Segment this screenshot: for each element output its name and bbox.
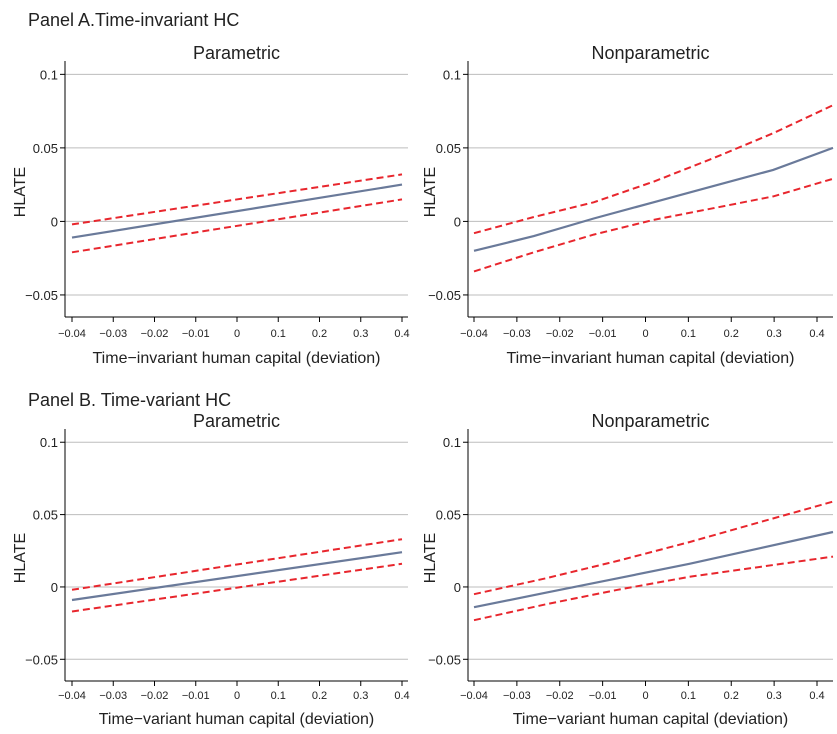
y-tick-label: 0.05 — [436, 141, 461, 156]
estimate-line — [71, 551, 403, 602]
x-tick-label: 0.3 — [766, 690, 781, 702]
x-tick-label: 0.1 — [271, 328, 286, 340]
panel-a-title: Panel A.Time-invariant HC — [28, 10, 240, 30]
x-tick-label: 0 — [642, 690, 648, 702]
y-tick-label: −0.05 — [25, 652, 58, 667]
chart-title: Parametric — [193, 411, 280, 431]
chart-title: Parametric — [193, 43, 280, 63]
x-tick-label: 0.1 — [681, 690, 696, 702]
chart-b-nonparametric: Nonparametric −0.05 0 0.05 0.1 −0.04 −0.03 −0.0… — [422, 411, 834, 728]
confidence-band-upper — [473, 500, 834, 596]
y-tick-label: 0.05 — [33, 141, 58, 156]
x-axis-label: Time−variant human capital (deviation) — [513, 711, 789, 728]
y-tick-label: 0 — [454, 214, 461, 229]
x-tick-label: −0.03 — [503, 690, 531, 702]
y-tick-label: 0.1 — [443, 67, 461, 82]
y-axis-label: HLATE — [12, 167, 29, 217]
x-tick-label: 0.2 — [312, 690, 327, 702]
x-axis-label: Time−invariant human capital (deviation) — [93, 350, 381, 367]
y-tick-label: −0.05 — [428, 652, 461, 667]
confidence-band-lower — [473, 177, 834, 273]
confidence-band-upper — [473, 104, 834, 235]
chart-a-parametric: Parametric −0.05 0 0.05 0.1 −0.04 −0.03 −0.02 −0… — [12, 43, 410, 367]
x-tick-label: 0 — [234, 690, 240, 702]
x-tick-label: −0.04 — [58, 690, 86, 702]
y-axis-label: HLATE — [422, 167, 439, 217]
y-tick-label: 0 — [51, 580, 58, 595]
x-tick-label: 0 — [234, 328, 240, 340]
y-tick-label: 0.1 — [40, 67, 58, 82]
x-tick-label: 0.1 — [681, 328, 696, 340]
y-axis-label: HLATE — [422, 533, 439, 583]
panel-b-title: Panel B. Time-variant HC — [28, 390, 232, 410]
confidence-band-lower — [473, 555, 834, 622]
confidence-band-lower — [71, 562, 403, 613]
x-tick-label: 0.3 — [353, 328, 368, 340]
x-axis-label: Time−variant human capital (deviation) — [99, 711, 375, 728]
x-tick-label: −0.03 — [503, 328, 531, 340]
x-tick-label: −0.01 — [589, 690, 617, 702]
estimate-line — [71, 183, 403, 239]
x-axis-label: Time−invariant human capital (deviation) — [507, 350, 795, 367]
y-tick-label: 0.1 — [40, 435, 58, 450]
x-tick-label: 0.4 — [809, 328, 824, 340]
y-tick-label: 0.05 — [436, 508, 461, 523]
x-tick-label: −0.02 — [141, 328, 169, 340]
estimate-line — [473, 146, 834, 252]
y-tick-label: −0.05 — [428, 288, 461, 303]
y-tick-label: −0.05 — [25, 288, 58, 303]
y-tick-label: 0 — [51, 214, 58, 229]
y-tick-label: 0.1 — [443, 435, 461, 450]
x-tick-label: −0.02 — [546, 328, 574, 340]
x-tick-label: 0.2 — [724, 690, 739, 702]
x-tick-label: −0.01 — [589, 328, 617, 340]
x-tick-label: 0.3 — [766, 328, 781, 340]
estimate-line — [473, 530, 834, 609]
x-tick-label: 0 — [642, 328, 648, 340]
x-tick-label: 0.4 — [394, 690, 409, 702]
chart-a-nonparametric: Nonparametric −0.05 0 0.05 0.1 −0.04 −0.03 −0.0… — [422, 43, 834, 367]
x-tick-label: −0.04 — [58, 328, 86, 340]
x-tick-label: 0.2 — [312, 328, 327, 340]
y-tick-label: 0.05 — [33, 508, 58, 523]
x-tick-label: 0.2 — [724, 328, 739, 340]
x-tick-label: −0.02 — [141, 690, 169, 702]
x-tick-label: −0.04 — [460, 328, 488, 340]
y-tick-label: 0 — [454, 580, 461, 595]
x-tick-label: −0.04 — [460, 690, 488, 702]
y-axis-label: HLATE — [12, 533, 29, 583]
confidence-band-upper — [71, 173, 403, 226]
x-tick-label: 0.4 — [809, 690, 824, 702]
chart-title: Nonparametric — [591, 411, 709, 431]
x-tick-label: −0.03 — [99, 690, 127, 702]
x-tick-label: −0.02 — [546, 690, 574, 702]
x-tick-label: −0.01 — [182, 328, 210, 340]
confidence-band-upper — [71, 538, 403, 591]
x-tick-label: 0.1 — [271, 690, 286, 702]
x-tick-label: −0.03 — [99, 328, 127, 340]
chart-title: Nonparametric — [591, 43, 709, 63]
chart-b-parametric: Parametric −0.05 0 0.05 0.1 −0.04 −0.03 −0.02 −0… — [12, 411, 410, 728]
x-tick-label: −0.01 — [182, 690, 210, 702]
x-tick-label: 0.3 — [353, 690, 368, 702]
confidence-band-lower — [71, 198, 403, 254]
x-tick-label: 0.4 — [394, 328, 409, 340]
